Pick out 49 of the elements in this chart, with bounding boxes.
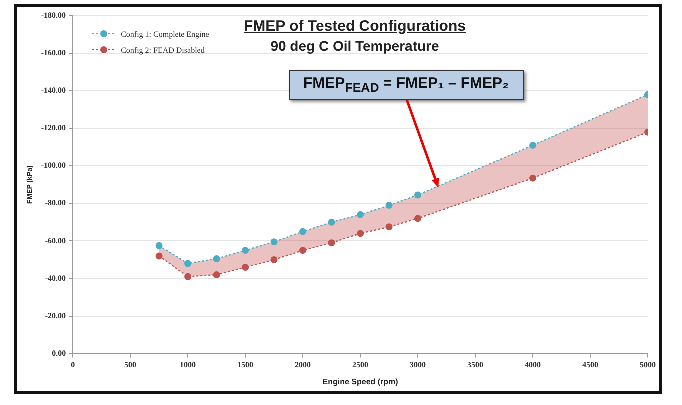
point <box>530 174 537 182</box>
x-tick-label: 2500 <box>352 360 369 370</box>
point <box>242 247 250 254</box>
legend-label: Config 2: FEAD Disabled <box>121 46 205 54</box>
x-tick-label: 3000 <box>410 360 426 370</box>
point <box>414 215 422 222</box>
y-tick-label: -120.00 <box>41 124 66 133</box>
x-tick-label: 4000 <box>525 360 542 370</box>
x-tick-label: 3500 <box>468 360 484 370</box>
point <box>184 273 192 280</box>
point <box>156 242 163 250</box>
x-tick-label: 2000 <box>295 360 312 370</box>
legend-label: Config 1: Complete Engine <box>121 30 210 38</box>
point <box>328 218 336 226</box>
point <box>357 211 364 218</box>
point <box>357 230 364 238</box>
point <box>213 256 220 263</box>
point <box>156 252 163 260</box>
y-tick-label: -20.00 <box>45 311 66 320</box>
x-tick-label: 5000 <box>640 360 656 370</box>
y-tick-label: -40.00 <box>45 274 66 283</box>
point <box>184 260 192 268</box>
x-tick-label: 500 <box>124 360 137 370</box>
x-tick-label: 1500 <box>238 360 254 370</box>
y-tick-label: -160.00 <box>41 48 66 58</box>
x-tick-label: 4500 <box>582 360 599 370</box>
x-axis-title: Engine Speed (rpm) <box>322 377 399 386</box>
point <box>328 240 336 247</box>
annotation: FMEP$_{FEAD}$ = FMEP₁ – FMEP₂ <box>288 70 524 100</box>
chart-title: FMEP of Tested Configurations <box>243 18 467 35</box>
point <box>213 271 220 278</box>
y-tick-label: -140.00 <box>41 86 66 96</box>
point <box>300 247 307 254</box>
y-tick-label: -180.00 <box>41 11 66 20</box>
point <box>386 224 393 231</box>
point <box>270 256 278 264</box>
point <box>242 264 250 271</box>
point <box>270 238 278 246</box>
y-tick-label: -80.00 <box>45 198 66 208</box>
text: 90 deg C Oil Temperature <box>270 38 440 54</box>
point <box>386 202 393 210</box>
y-tick-label: 0.00 <box>52 348 66 358</box>
y-tick-label: -60.00 <box>45 236 66 246</box>
x-tick-label: 0 <box>71 360 76 370</box>
x-tick-label: 1000 <box>180 360 196 370</box>
point <box>530 142 537 149</box>
y-tick-label: -100.00 <box>41 161 66 170</box>
point <box>414 192 422 199</box>
point <box>300 228 307 236</box>
